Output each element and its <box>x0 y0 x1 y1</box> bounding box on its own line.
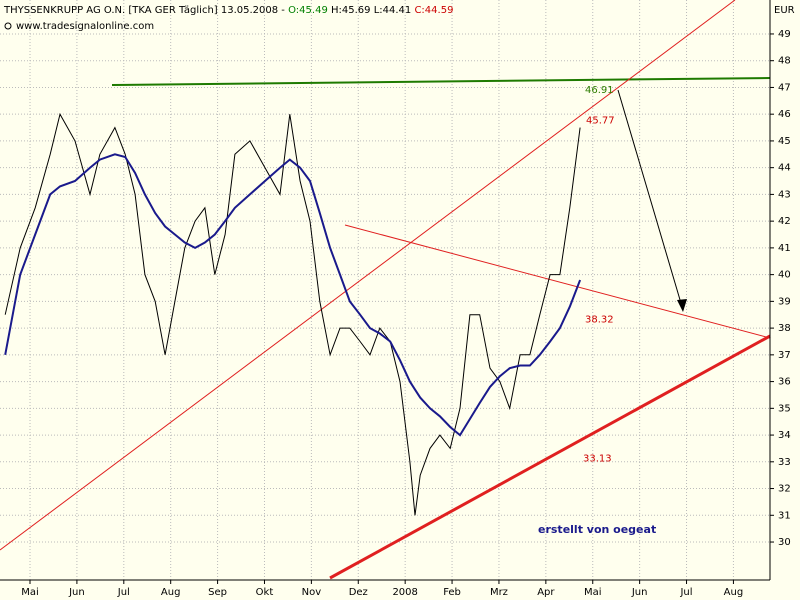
level-label: 33.13 <box>583 453 612 464</box>
x-tick-label: 2008 <box>392 587 417 598</box>
y-tick-label: 38 <box>778 323 791 334</box>
y-tick-label: 36 <box>778 377 791 388</box>
level-label: 45.77 <box>586 115 615 126</box>
y-tick-label: 31 <box>778 510 791 521</box>
x-tick-label: Jul <box>117 587 130 598</box>
y-tick-label: 47 <box>778 82 791 93</box>
x-tick-label: Okt <box>256 587 274 598</box>
y-tick-label: 48 <box>778 56 791 67</box>
x-tick-label: Nov <box>302 587 322 598</box>
y-tick-label: 35 <box>778 403 791 414</box>
y-tick-label: 34 <box>778 430 791 441</box>
x-tick-label: Dez <box>349 587 368 598</box>
y-tick-label: 40 <box>778 270 791 281</box>
title-part: C:44.59 <box>414 5 453 16</box>
level-label: 46.91 <box>585 85 614 96</box>
x-tick-label: Aug <box>161 587 181 598</box>
x-tick-label: Mai <box>21 587 39 598</box>
descending-trend-line <box>344 224 771 339</box>
x-tick-label: Apr <box>537 587 555 598</box>
y-tick-label: 37 <box>778 350 791 361</box>
y-tick-label: 32 <box>778 484 791 495</box>
chart-title: THYSSENKRUPP AG O.N. [TKA GER Täglich] 1… <box>3 5 453 16</box>
title-part: H:45.69 L:44.41 <box>331 5 411 16</box>
y-tick-label: 42 <box>778 216 791 227</box>
y-tick-label: 49 <box>778 29 791 40</box>
resistance-line <box>111 77 771 86</box>
x-tick-label: Mai <box>584 587 602 598</box>
icon <box>4 22 12 30</box>
price-line <box>4 112 581 516</box>
x-tick-label: Aug <box>724 587 744 598</box>
x-tick-label: Sep <box>208 587 227 598</box>
price-line <box>4 153 582 437</box>
y-unit: EUR <box>774 5 795 16</box>
level-label: 38.32 <box>585 315 614 326</box>
x-tick-label: Jun <box>631 587 648 598</box>
x-tick-label: Feb <box>443 587 461 598</box>
arrow-head <box>677 299 687 312</box>
subtitle: www.tradesignalonline.com <box>16 21 154 32</box>
y-tick-label: 45 <box>778 136 791 147</box>
title-part: THYSSENKRUPP AG O.N. [TKA GER Täglich] 1… <box>3 5 285 16</box>
forecast-arrow <box>617 89 684 311</box>
x-tick-label: Mrz <box>490 587 508 598</box>
x-tick-label: Jul <box>679 587 692 598</box>
annotation: erstellt von oegeat <box>538 523 656 536</box>
y-tick-label: 30 <box>778 537 791 548</box>
title-part: O:45.49 <box>288 5 328 16</box>
y-tick-label: 46 <box>778 109 791 120</box>
support-line <box>329 334 771 580</box>
y-tick-label: 39 <box>778 296 791 307</box>
y-tick-label: 33 <box>778 457 791 468</box>
y-tick-label: 43 <box>778 189 791 200</box>
trend-channel-line <box>0 0 736 551</box>
x-tick-label: Jun <box>68 587 85 598</box>
y-tick-label: 44 <box>778 163 791 174</box>
y-tick-label: 41 <box>778 243 791 254</box>
